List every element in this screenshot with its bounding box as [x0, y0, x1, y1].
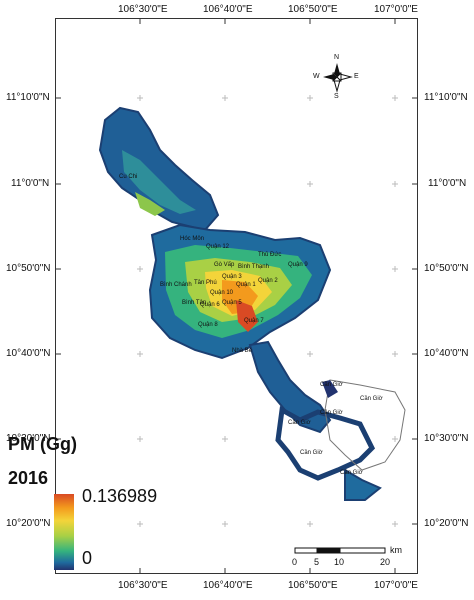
bottom-lon-label: 106°50'0"E — [288, 580, 338, 591]
pm-emission-grid — [98, 106, 406, 501]
left-lat-label: 10°50'0"N — [6, 263, 51, 274]
left-lat-label: 10°30'0"N — [6, 433, 51, 444]
scale-label: 5 — [314, 557, 320, 567]
left-lat-label: 11°0'0"N — [11, 178, 50, 189]
top-lon-label: 106°50'0"E — [288, 4, 338, 15]
top-lon-label: 106°40'0"E — [203, 4, 253, 15]
legend-year: 2016 — [8, 468, 49, 488]
left-lat-label: 11°10'0"N — [6, 92, 50, 103]
district-label: Bình Chánh — [160, 282, 192, 288]
scale-label: 0 — [292, 557, 298, 567]
bottom-lon-label: 107°0'0"E — [374, 580, 418, 591]
left-lat-label: 10°40'0"N — [6, 348, 51, 359]
district-label: Quận 10 — [210, 290, 234, 296]
map-frame — [55, 18, 418, 574]
scale-label: 10 — [334, 557, 345, 567]
compass-e: E — [354, 73, 359, 80]
compass-icon — [323, 63, 353, 93]
top-lon-label: 107°0'0"E — [374, 4, 418, 15]
right-lat-label: 10°30'0"N — [424, 433, 469, 444]
district-label: Cần Giờ — [320, 382, 343, 388]
district-label: Cần Giờ — [320, 410, 343, 416]
district-label: Quận 7 — [244, 318, 264, 324]
district-label: Quận 8 — [198, 322, 218, 328]
district-label: Bình Thạnh — [238, 264, 269, 270]
compass-s: S — [334, 93, 339, 100]
graticule-crosses — [137, 95, 398, 527]
legend-min: 0 — [82, 548, 93, 568]
district-label: Quận 3 — [222, 274, 242, 280]
right-lat-label: 10°20'0"N — [424, 518, 469, 529]
district-label: Thủ Đức — [258, 252, 282, 258]
district-label: Cần Giờ — [288, 420, 311, 426]
district-label: Quận 1 — [236, 282, 256, 288]
compass-w: W — [313, 73, 320, 80]
district-label: Quận 2 — [258, 278, 278, 284]
bottom-lon-label: 106°30'0"E — [118, 580, 168, 591]
district-label: Quận 9 — [288, 262, 308, 268]
top-lon-label: 106°30'0"E — [118, 4, 168, 15]
district-label: Gò Vấp — [214, 262, 235, 268]
bottom-lon-label: 106°40'0"E — [203, 580, 253, 591]
legend-max: 0.136989 — [82, 486, 158, 506]
scale-bar — [294, 547, 386, 554]
district-label: Hóc Môn — [180, 236, 205, 242]
district-label: Quận 6 — [200, 302, 220, 308]
legend-title: PM (Gg) — [8, 434, 77, 454]
legend-colorbar — [54, 494, 74, 570]
district-label: Cần Giờ — [300, 450, 323, 456]
right-lat-label: 10°40'0"N — [424, 348, 469, 359]
district-label: Bình Tân — [182, 300, 207, 306]
district-label: Cần Giờ — [360, 396, 383, 402]
right-lat-label: 10°50'0"N — [424, 263, 469, 274]
district-label: Cu Chi — [119, 174, 138, 180]
scale-label: 20 — [380, 557, 391, 567]
scale-unit: km — [390, 545, 402, 555]
left-lat-label: 10°20'0"N — [6, 518, 51, 529]
district-label: Tân Phú — [194, 280, 217, 286]
district-label: Quận 5 — [222, 300, 242, 306]
district-label: Quận 12 — [206, 244, 230, 250]
right-lat-label: 11°10'0"N — [424, 92, 468, 103]
right-lat-label: 11°0'0"N — [428, 178, 467, 189]
compass-n: N — [334, 54, 340, 61]
district-label: Cần Giờ — [340, 470, 363, 476]
district-label: Nhà Bè — [232, 348, 253, 354]
